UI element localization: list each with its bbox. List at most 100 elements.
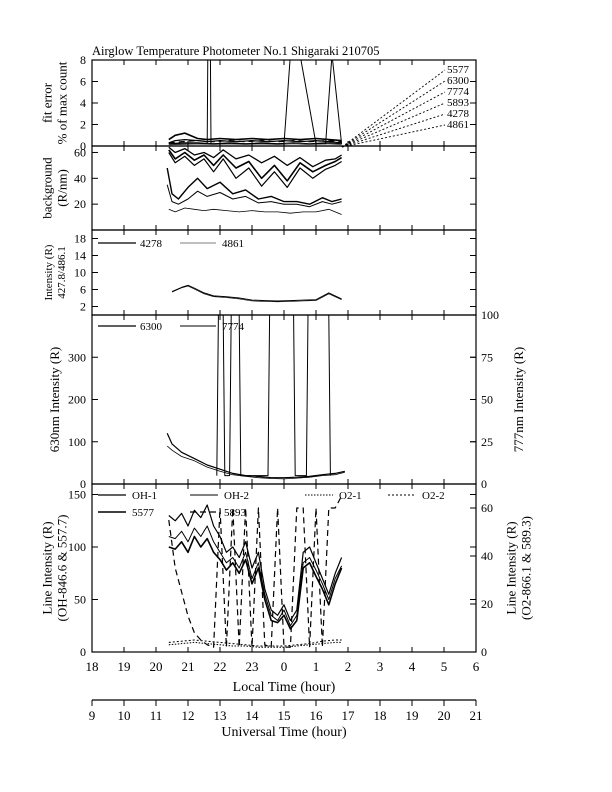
y-axis-label: Intensity (R) bbox=[43, 244, 55, 300]
y-axis-label-right-group: 777nm Intensity (R) bbox=[511, 347, 526, 452]
y-tick-label: 18 bbox=[74, 232, 86, 246]
ut-tick-label: 19 bbox=[406, 708, 419, 723]
legend-4861: 4861 bbox=[222, 238, 244, 250]
ut-tick-label: 10 bbox=[118, 708, 131, 723]
legend-O2-2: O2-2 bbox=[422, 490, 445, 502]
panel-2: 2 6 10 14 18 Intensity (R) 427.8/486.1 4278 4861 bbox=[43, 229, 477, 316]
y-axis-label: % of max count bbox=[54, 61, 69, 144]
y-axis-label-right: 777nm Intensity (R) bbox=[511, 347, 526, 452]
series-5893 bbox=[168, 495, 343, 648]
y-axis-label-group: fit error% of max count bbox=[39, 61, 69, 144]
y-tick-label: 0 bbox=[80, 139, 86, 153]
legend-leader-5893 bbox=[341, 102, 446, 148]
legend-leader-7774 bbox=[341, 91, 446, 148]
y-tick-label-right: 60 bbox=[481, 501, 493, 515]
y-tick-label: 2 bbox=[80, 300, 86, 314]
local-time-tick-label: 1 bbox=[313, 659, 320, 674]
local-time-tick-label: 3 bbox=[377, 659, 384, 674]
legend-5577: 5577 bbox=[132, 507, 155, 519]
y-axis-label: (R/nm) bbox=[54, 169, 69, 207]
y-tick-label: 100 bbox=[68, 540, 86, 554]
series-5577 bbox=[168, 132, 342, 142]
y-axis-label: 630nm Intensity (R) bbox=[47, 347, 62, 452]
local-time-tick-label: 2 bbox=[345, 659, 352, 674]
series-O2-2 bbox=[168, 639, 342, 647]
chart-title: Airglow Temperature Photometer No.1 Shig… bbox=[92, 44, 380, 58]
series-4278 bbox=[168, 142, 342, 145]
local-time-tick-label: 22 bbox=[214, 659, 227, 674]
series-7774 bbox=[216, 315, 331, 477]
legend-4861: 4861 bbox=[447, 119, 469, 131]
local-time-tick-label: 6 bbox=[473, 659, 480, 674]
ut-tick-label: 11 bbox=[150, 708, 163, 723]
series-7774 bbox=[168, 60, 343, 145]
y-tick-label-right: 40 bbox=[481, 549, 493, 563]
y-axis-label-right-group: Line Intensity (R) (O2-866.1 & 589.3) bbox=[503, 516, 533, 620]
y-tick-label: 10 bbox=[74, 266, 86, 280]
series-4861 bbox=[168, 143, 342, 146]
y-axis-label: (OH-846.6 & 557.7) bbox=[54, 515, 69, 622]
series-top-2 bbox=[168, 149, 343, 182]
local-time-tick-label: 19 bbox=[118, 659, 131, 674]
series-bottom bbox=[168, 207, 342, 215]
y-tick-label: 50 bbox=[74, 593, 86, 607]
y-tick-label-right: 0 bbox=[481, 477, 487, 491]
y-tick-label-right: 0 bbox=[481, 645, 487, 659]
local-time-tick-label: 0 bbox=[281, 659, 288, 674]
y-axis-label-right: (O2-866.1 & 589.3) bbox=[518, 516, 533, 620]
y-axis-label: Line Intensity (R) bbox=[39, 521, 54, 614]
legend-6300: 6300 bbox=[447, 75, 470, 87]
series-mid-1 bbox=[166, 167, 342, 205]
panel-0: 0 2 4 6 8 fit error% of max count 557763007774… bbox=[39, 53, 477, 153]
y-axis-label: 427.8/486.1 bbox=[56, 246, 68, 299]
y-tick-label: 300 bbox=[68, 350, 86, 364]
series-group bbox=[168, 495, 343, 648]
y-tick-label: 4 bbox=[80, 96, 86, 110]
series-6300-b bbox=[166, 445, 345, 480]
panel-1: 20 40 60 background (R/nm) bbox=[39, 145, 477, 231]
y-tick-label-right: 75 bbox=[481, 350, 493, 364]
y-tick-label: 14 bbox=[74, 249, 86, 263]
series-5893 bbox=[168, 140, 342, 144]
legend-leader-6300 bbox=[341, 80, 446, 148]
series-6300 bbox=[166, 433, 345, 479]
series-4861 bbox=[171, 285, 342, 303]
series-group bbox=[166, 146, 343, 215]
y-tick-label: 0 bbox=[80, 645, 86, 659]
series-mid-2 bbox=[166, 184, 342, 208]
y-tick-label: 20 bbox=[74, 197, 86, 211]
y-axis-label: fit error bbox=[39, 82, 54, 123]
y-tick-label: 6 bbox=[80, 75, 86, 89]
panel-3: 0 100 200 300 0 25 50 75 100 630nm Intensity (R) 7… bbox=[47, 308, 526, 491]
legend-5893: 5893 bbox=[224, 507, 247, 519]
legend-OH-1: OH-1 bbox=[132, 490, 157, 502]
panel-frame bbox=[91, 314, 477, 485]
y-tick-label: 2 bbox=[80, 118, 86, 132]
legend-7774: 7774 bbox=[222, 321, 245, 333]
legend-5893: 5893 bbox=[447, 97, 470, 109]
y-tick-label-right: 20 bbox=[481, 597, 493, 611]
series-O2-1 bbox=[168, 641, 342, 648]
local-time-tick-label: 5 bbox=[441, 659, 448, 674]
local-time-tick-label: 18 bbox=[86, 659, 99, 674]
y-tick-label-right: 50 bbox=[481, 393, 493, 407]
ut-tick-label: 12 bbox=[182, 708, 195, 723]
legend-O2-1: O2-1 bbox=[339, 490, 362, 502]
ut-tick-label: 15 bbox=[278, 708, 291, 723]
legend-4278: 4278 bbox=[447, 108, 470, 120]
ut-axis-label: Universal Time (hour) bbox=[221, 725, 347, 740]
y-axis-label-group: Line Intensity (R) (OH-846.6 & 557.7) bbox=[39, 515, 69, 622]
legend-7774: 7774 bbox=[447, 86, 470, 98]
series-4278 bbox=[171, 284, 342, 302]
ut-tick-label: 13 bbox=[214, 708, 227, 723]
local-time-tick-label: 20 bbox=[150, 659, 163, 674]
legend-OH-2: OH-2 bbox=[224, 490, 249, 502]
legend-4278: 4278 bbox=[140, 238, 163, 250]
legend-leader-4278 bbox=[341, 113, 446, 148]
series-top-1 bbox=[168, 146, 342, 168]
legend-5577: 5577 bbox=[447, 64, 470, 76]
